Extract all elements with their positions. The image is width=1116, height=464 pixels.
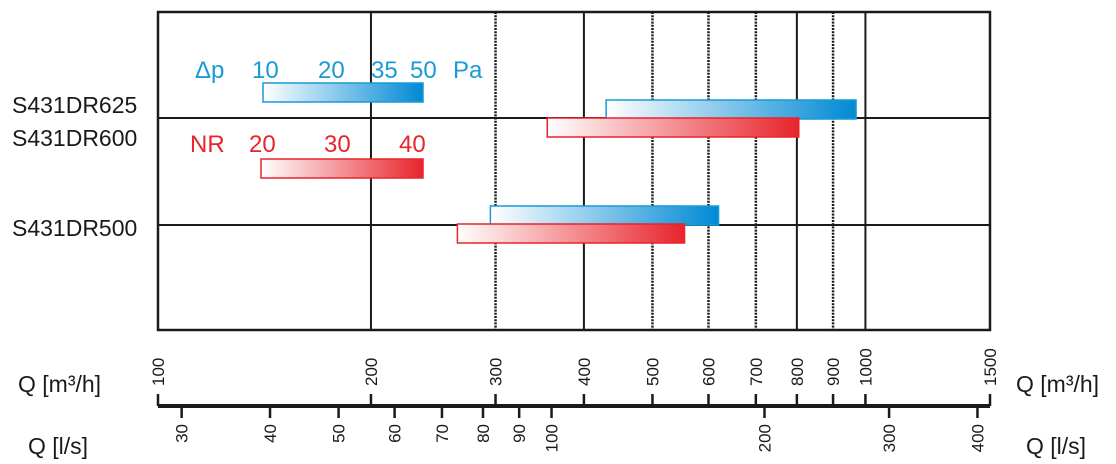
axis-m3h-tick-label: 600 bbox=[699, 358, 718, 386]
axis-ls-tick-label: 300 bbox=[880, 424, 899, 452]
axis-m3h-tick-label: 700 bbox=[747, 358, 766, 386]
axis-ls: 30 40 50 60 70 80 90 100 200 300 400 bbox=[173, 406, 987, 452]
legend-pressure-tick: 50 bbox=[410, 57, 437, 84]
axis-ls-tick-label: 80 bbox=[474, 424, 493, 443]
bars-layer bbox=[456, 99, 857, 244]
legend-pressure-tick: 10 bbox=[252, 57, 279, 84]
legend-noise-symbol: NR bbox=[190, 131, 225, 158]
axis-m3h-tick-label: 200 bbox=[362, 358, 381, 386]
axis-m3h-tick-label: 900 bbox=[824, 358, 843, 386]
legend-noise-tick: 20 bbox=[249, 131, 276, 158]
axis-ls-tick-label: 400 bbox=[968, 424, 987, 452]
legend-noise-tick: 40 bbox=[399, 131, 426, 158]
axis-ls-label-left: Q [l/s] bbox=[28, 433, 88, 459]
legend-pressure-symbol: Δp bbox=[195, 57, 224, 84]
axis-ls-tick-label: 100 bbox=[543, 424, 562, 452]
pressure-range-bar-s431dr500 bbox=[489, 205, 720, 226]
legend: Δp 10 20 35 50 Pa NR 20 30 40 bbox=[190, 57, 483, 179]
legend-noise-tick: 30 bbox=[324, 131, 351, 158]
axis-ls-tick-label: 200 bbox=[756, 424, 775, 452]
axis-m3h-label-left: Q [m³/h] bbox=[18, 371, 101, 397]
axis-m3h-tick-label: 500 bbox=[643, 358, 662, 386]
axis-ls-tick-label: 70 bbox=[433, 424, 452, 443]
legend-pressure-bar bbox=[262, 82, 424, 103]
axis-m3h-tick-label: 400 bbox=[575, 358, 594, 386]
axis-m3h-label-right: Q [m³/h] bbox=[1016, 371, 1099, 397]
noise-range-bar-s431dr500 bbox=[456, 223, 686, 244]
axis-m3h-tick-label: 100 bbox=[149, 358, 168, 386]
legend-pressure-tick: 35 bbox=[371, 57, 398, 84]
axis-m3h: 100 200 300 400 500 600 700 800 900 1000 1500 bbox=[149, 348, 1000, 406]
axis-ls-label-right: Q [l/s] bbox=[1026, 433, 1086, 459]
axis-m3h-tick-label: 1000 bbox=[856, 348, 875, 386]
legend-noise-bar bbox=[260, 158, 424, 179]
axis-m3h-tick-label: 800 bbox=[788, 358, 807, 386]
plot-frame bbox=[156, 10, 992, 332]
noise-range-bar-s431dr600 bbox=[546, 117, 800, 138]
axis-ls-tick-label: 90 bbox=[510, 424, 529, 443]
axis-m3h-tick-label: 300 bbox=[487, 358, 506, 386]
axis-ls-tick-label: 40 bbox=[261, 424, 280, 443]
axis-ls-tick-label: 50 bbox=[330, 424, 349, 443]
row-label-s431dr500: S431DR500 bbox=[12, 215, 137, 241]
axis-m3h-tick-label: 1500 bbox=[981, 348, 1000, 386]
legend-pressure-unit: Pa bbox=[453, 57, 483, 84]
row-label-s431dr600: S431DR600 bbox=[12, 125, 137, 151]
axis-ls-tick-label: 30 bbox=[173, 424, 192, 443]
axis-ls-tick-label: 60 bbox=[386, 424, 405, 443]
legend-pressure-tick: 20 bbox=[318, 57, 345, 84]
row-label-s431dr625: S431DR625 bbox=[12, 92, 137, 118]
pressure-range-bar-s431dr625 bbox=[605, 99, 857, 120]
